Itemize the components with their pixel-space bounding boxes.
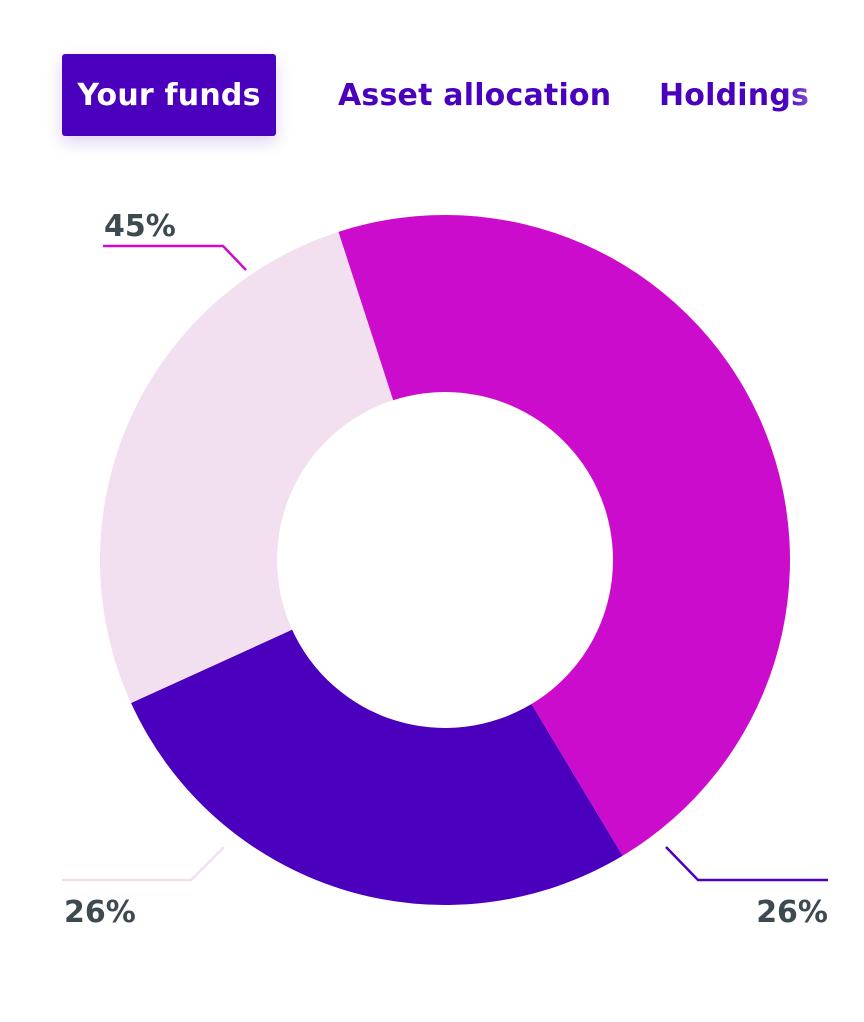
tab-holdings[interactable]: Holdings	[659, 77, 810, 113]
leader-line-slice-1	[103, 244, 247, 271]
donut-slice-2	[131, 629, 623, 906]
data-label-slice-2: 26%	[756, 895, 828, 930]
tab-your-funds[interactable]: Your funds	[62, 54, 276, 136]
tab-asset-allocation[interactable]: Asset allocation	[338, 77, 612, 113]
donut-slices	[100, 214, 791, 906]
leader-line-slice-3	[62, 846, 225, 882]
donut-slice-3	[100, 231, 394, 704]
data-label-slice-1: 45%	[104, 209, 176, 244]
leader-line-slice-2	[665, 846, 828, 882]
data-label-slice-3: 26%	[64, 895, 136, 930]
donut-slice-1	[338, 214, 791, 856]
